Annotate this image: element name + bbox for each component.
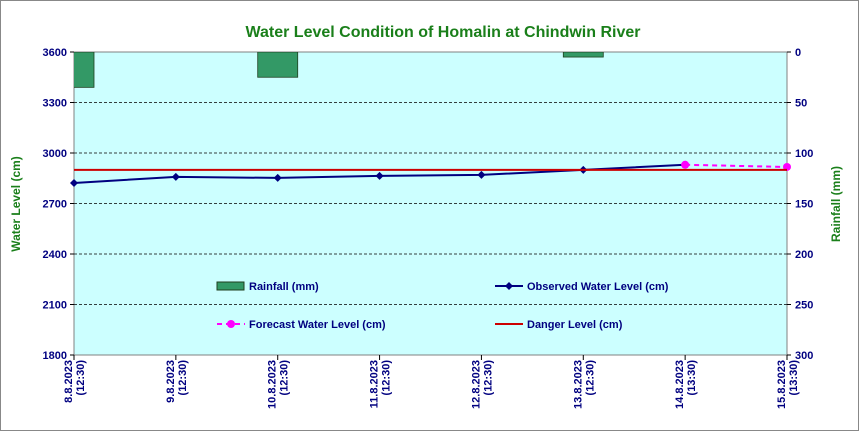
x-tick-label: 14.8.2023 xyxy=(674,360,686,409)
plot-clip xyxy=(74,52,604,88)
x-tick-label: 15.8.2023 xyxy=(776,360,788,409)
x-tick-label: 11.8.2023 xyxy=(369,360,381,408)
point xyxy=(477,170,486,179)
point xyxy=(273,173,282,182)
chart-title: Water Level Condition of Homalin at Chin… xyxy=(246,24,641,41)
y2-tick-label: 100 xyxy=(795,148,813,160)
legend-marker xyxy=(505,282,513,290)
y2-axis-label: Rainfall (mm) xyxy=(829,166,843,242)
x-tick-label: 12.8.2023 xyxy=(470,360,482,409)
point xyxy=(171,172,180,181)
x-tick-time: (12:30) xyxy=(279,360,291,396)
y-tick-label: 2700 xyxy=(43,199,67,211)
legend-swatch xyxy=(216,281,245,291)
y-tick-label: 3600 xyxy=(43,47,67,59)
x-tick-label: 8.8.2023 xyxy=(63,360,75,403)
x-tick-time: (12:30) xyxy=(75,360,87,396)
bar xyxy=(562,52,604,58)
y-tick-label: 3000 xyxy=(43,148,67,160)
point xyxy=(375,171,384,180)
y-tick-label: 3300 xyxy=(43,98,67,110)
legend-marker xyxy=(227,320,235,328)
x-tick-time: (12:30) xyxy=(482,360,494,396)
legend-label: Rainfall (mm) xyxy=(249,281,319,293)
bar xyxy=(74,52,95,88)
y-tick-label: 2400 xyxy=(43,249,67,261)
y-tick-label: 1800 xyxy=(43,350,67,362)
y2-tick-label: 250 xyxy=(795,300,813,312)
y2-tick-label: 200 xyxy=(795,249,813,261)
bar xyxy=(257,52,299,78)
point xyxy=(70,178,78,187)
x-tick-time: (13:30) xyxy=(686,360,698,396)
y2-tick-label: 0 xyxy=(795,47,801,59)
x-tick-label: 10.8.2023 xyxy=(267,360,279,409)
legend-label: Danger Level (cm) xyxy=(527,319,623,331)
y2-tick-label: 300 xyxy=(795,350,813,362)
y-axis-label: Water Level (cm) xyxy=(9,156,23,252)
x-tick-time: (12:30) xyxy=(381,360,393,396)
y-tick-label: 2100 xyxy=(43,300,67,312)
y2-tick-label: 150 xyxy=(795,199,813,211)
x-tick-time: (12:30) xyxy=(177,360,189,396)
y2-tick-label: 50 xyxy=(795,98,807,110)
legend-label: Observed Water Level (cm) xyxy=(527,281,669,293)
line xyxy=(685,163,788,168)
x-tick-time: (12:30) xyxy=(584,360,596,396)
x-tick-time: (13:30) xyxy=(788,360,800,396)
x-tick-label: 13.8.2023 xyxy=(572,360,584,409)
legend-label: Forecast Water Level (cm) xyxy=(249,319,386,331)
x-tick-label: 9.8.2023 xyxy=(165,360,177,403)
point xyxy=(681,160,690,169)
